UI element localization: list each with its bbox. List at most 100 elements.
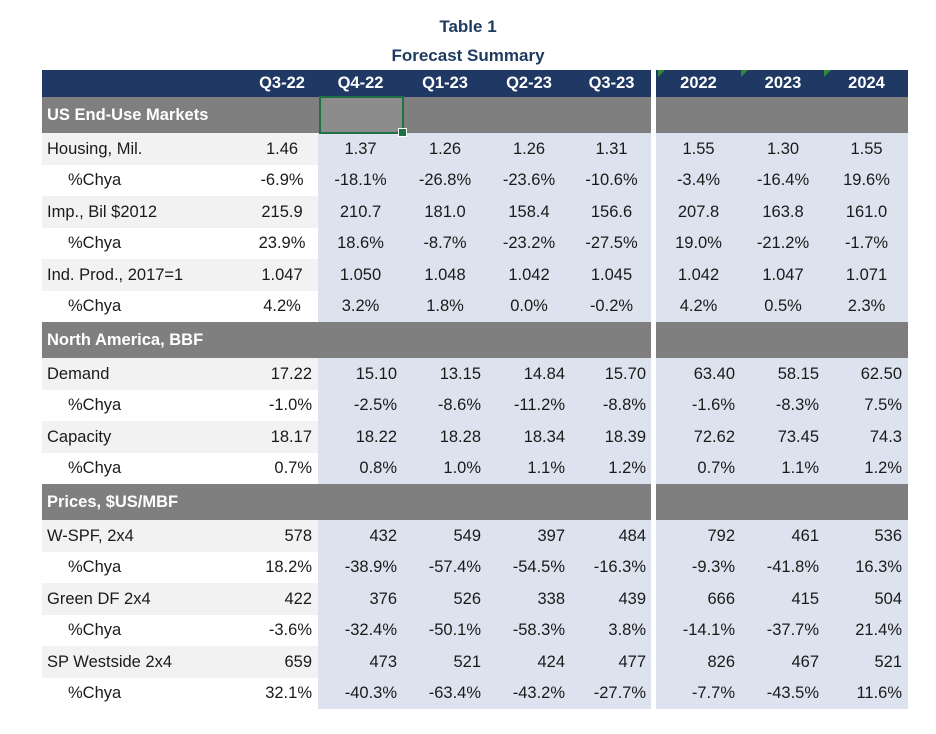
table-cell: -50.1% [403,614,487,646]
table-cell: -43.5% [741,677,825,709]
table-row: %Chya 18.2% -38.9% -57.4% -54.5% -16.3% -9.3% -… [42,551,908,583]
table-cell: 19.0% [656,227,741,259]
comment-indicator-icon [741,70,748,77]
table-cell: 15.70 [571,358,652,390]
table-cell: 461 [741,520,825,552]
table-cell: -3.4% [656,164,741,196]
table-cell: 376 [318,583,403,615]
column-header: Q1-23 [422,74,468,93]
row-label: %Chya [68,396,122,414]
table-cell: -40.3% [318,677,403,709]
table-cell: 1.30 [741,133,825,165]
table-cell: 666 [656,583,741,615]
table-cell: 1.26 [403,133,487,165]
table-cell: 207.8 [656,196,741,228]
table-cell: -63.4% [403,677,487,709]
table-cell: -18.1% [318,164,403,196]
table-row: Imp., Bil $2012 215.9 210.7 181.0 158.4 156.6… [42,196,908,228]
row-label: %Chya [68,171,122,189]
table-cell: 504 [825,583,908,615]
table-cell: 1.048 [403,259,487,291]
table-cell: -8.6% [403,389,487,421]
table-cell: 521 [403,646,487,678]
table-row: %Chya 0.7% 0.8% 1.0% 1.1% 1.2% 0.7% 1.1% 1.2% [42,452,908,484]
column-header: Q4-22 [337,74,384,93]
table-row: W-SPF, 2x4 578 432 549 397 484 792 461 536 [42,520,908,552]
table-cell: 3.8% [571,614,652,646]
table-row: Green DF 2x4 422 376 526 338 439 666 415 504 [42,583,908,615]
comment-indicator-icon [824,70,831,77]
row-label: SP Westside 2x4 [47,652,173,671]
table-cell: 1.045 [571,259,652,291]
table-cell: -58.3% [487,614,571,646]
table-cell: 17.22 [270,364,312,383]
row-label: W-SPF, 2x4 [47,526,134,545]
column-group-divider [651,70,656,716]
table-cell: 1.042 [656,259,741,291]
table-cell: 659 [284,652,312,671]
table-cell: 2.3% [825,290,908,322]
table-cell: 432 [318,520,403,552]
table-cell: 19.6% [825,164,908,196]
table-cell: 1.31 [571,133,652,165]
table-cell: -37.7% [741,614,825,646]
table-cell: -7.7% [656,677,741,709]
table-cell: 32.1% [265,684,312,702]
table-cell: 14.84 [487,358,571,390]
forecast-table: Q3-22 Q4-22 Q1-23 Q2-23 Q3-23 2022 2023 2024 US… [42,70,908,709]
table-cell: -0.2% [571,290,652,322]
table-cell: -26.8% [403,164,487,196]
table-cell: -32.4% [318,614,403,646]
table-cell: -8.8% [571,389,652,421]
table-title: Table 1 [439,17,497,36]
header-corner [42,70,246,97]
column-header: 2023 [764,74,802,93]
table-cell: 0.8% [318,452,403,484]
comment-indicator-icon [658,70,665,77]
table-cell: 16.3% [825,551,908,583]
table-cell: 72.62 [656,421,741,453]
section-row: US End-Use Markets [42,97,908,133]
column-header: Q3-22 [259,74,305,93]
row-label: Capacity [47,427,112,446]
table-cell: 18.17 [270,427,312,446]
table-cell: -6.9% [260,171,304,189]
table-cell: -8.7% [403,227,487,259]
table-cell: -41.8% [741,551,825,583]
table-cell: 18.34 [487,421,571,453]
table-cell: 439 [571,583,652,615]
table-cell: 422 [284,589,312,608]
table-cell: -2.5% [318,389,403,421]
table-cell: 7.5% [825,389,908,421]
table-cell: -1.6% [656,389,741,421]
row-label: %Chya [68,621,122,639]
table-cell: 1.2% [571,452,652,484]
table-row: Housing, Mil. 1.46 1.37 1.26 1.26 1.31 1.55 1.3… [42,133,908,165]
table-cell: 1.2% [825,452,908,484]
table-cell: 1.042 [487,259,571,291]
table-cell: 0.0% [487,290,571,322]
table-cell: 158.4 [487,196,571,228]
column-header: Q3-23 [588,74,635,93]
table-cell: 73.45 [741,421,825,453]
table-row: %Chya -3.6% -32.4% -50.1% -58.3% 3.8% -14.1% -3… [42,614,908,646]
table-row: SP Westside 2x4 659 473 521 424 477 826 467 521 [42,646,908,678]
table-cell: 1.55 [656,133,741,165]
table-cell: -14.1% [656,614,741,646]
header-row: Q3-22 Q4-22 Q1-23 Q2-23 Q3-23 2022 2023 2024 [42,70,908,97]
table-cell: 18.6% [318,227,403,259]
fill-handle[interactable] [398,128,407,137]
row-label: %Chya [68,459,122,477]
row-label: Imp., Bil $2012 [47,202,158,221]
table-cell: -11.2% [487,389,571,421]
table-cell: 18.2% [265,558,312,576]
table-cell: -16.4% [741,164,825,196]
row-label: Ind. Prod., 2017=1 [47,265,184,284]
table-cell: -27.7% [571,677,652,709]
table-cell: 1.1% [487,452,571,484]
selected-cell[interactable] [319,96,404,134]
table-cell: 18.22 [318,421,403,453]
table-cell: 477 [571,646,652,678]
table-cell: 415 [741,583,825,615]
table-cell: 215.9 [261,202,303,221]
